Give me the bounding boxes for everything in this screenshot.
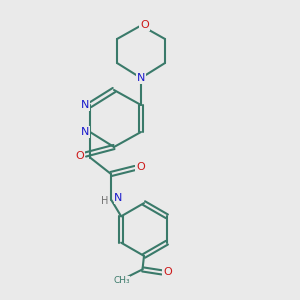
Text: O: O — [76, 151, 85, 161]
Text: H: H — [101, 196, 109, 206]
Text: O: O — [136, 161, 145, 172]
Text: O: O — [140, 20, 149, 31]
Text: N: N — [81, 127, 90, 137]
Text: N: N — [137, 73, 145, 83]
Text: O: O — [163, 267, 172, 278]
Text: CH₃: CH₃ — [113, 276, 130, 285]
Text: N: N — [114, 193, 123, 203]
Text: N: N — [81, 100, 90, 110]
